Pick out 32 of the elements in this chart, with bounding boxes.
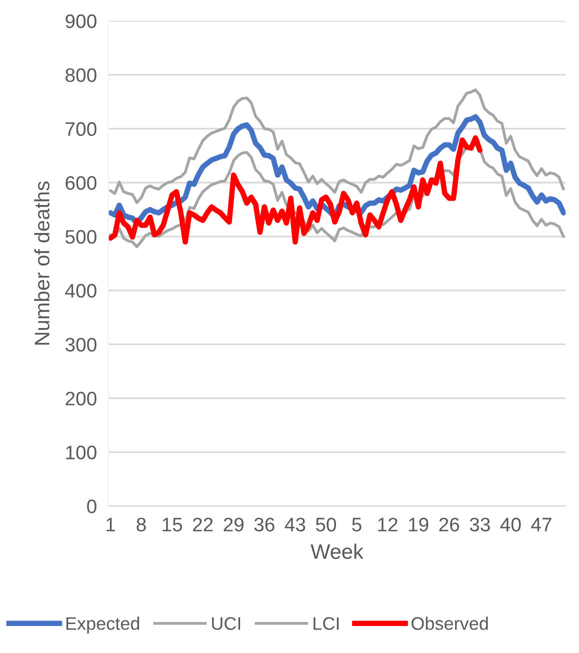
x-tick-label: 22: [193, 518, 213, 532]
x-tick-label: 26: [439, 518, 460, 532]
y-tick-label: 0: [87, 500, 96, 514]
y-tick-label: 400: [65, 284, 96, 298]
x-tick-label: 19: [409, 518, 428, 532]
x-tick-label: 43: [284, 518, 306, 532]
y-tick-label: 300: [65, 338, 96, 352]
x-tick-label: 36: [254, 518, 274, 532]
x-tick-label: 33: [470, 518, 490, 532]
x-tick-label: 5: [352, 518, 362, 532]
y-tick-label: 100: [66, 446, 96, 460]
x-tick-label: 50: [316, 518, 336, 532]
y-tick-label: 500: [66, 230, 96, 244]
x-tick-label: 40: [500, 518, 521, 532]
y-tick-label: 800: [66, 68, 96, 82]
legend-label: Observed: [412, 616, 488, 630]
y-axis-title: Number of deaths: [34, 181, 50, 345]
legend-label: UCI: [212, 617, 240, 630]
x-tick-label: 1: [106, 518, 115, 532]
legend-label: Expected: [66, 616, 140, 634]
y-tick-label: 200: [66, 392, 96, 406]
x-tick-label: 8: [136, 518, 146, 532]
line-series: [109, 88, 565, 204]
x-tick-label: 29: [224, 518, 244, 532]
x-tick-label: 47: [531, 518, 552, 532]
x-tick-label: 12: [378, 518, 398, 532]
y-tick-label: 600: [66, 176, 96, 190]
y-tick-label: 900: [66, 14, 96, 28]
legend-label: LCI: [314, 617, 339, 630]
x-tick-label: 15: [162, 518, 182, 532]
x-axis-title: Week: [310, 544, 364, 559]
y-tick-label: 700: [66, 122, 96, 136]
